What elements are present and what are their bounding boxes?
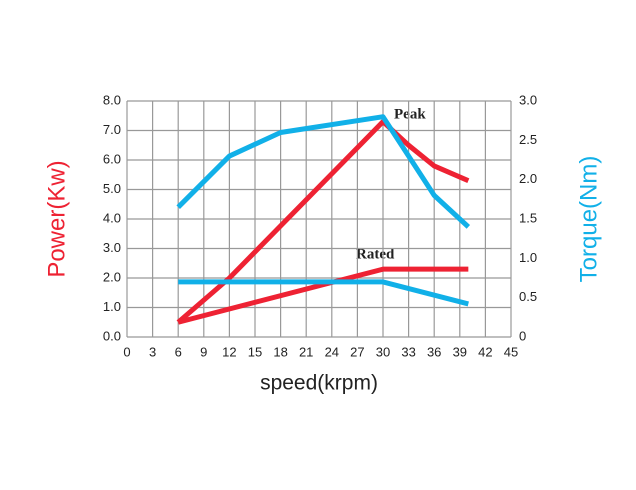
x-tick-label: 0 (123, 344, 130, 359)
x-tick-label: 42 (478, 344, 492, 359)
y-tick-label: 6.0 (103, 151, 121, 166)
y-tick-label: 5.0 (103, 181, 121, 196)
y2-axis-title: Torque(Nm) (575, 156, 602, 283)
series-line (177, 266, 469, 325)
x-axis-title: speed(krpm) (260, 372, 378, 395)
x-tick-label: 15 (248, 344, 262, 359)
x-tick-label: 45 (504, 344, 518, 359)
x-tick-label: 21 (299, 344, 313, 359)
x-tick-label: 33 (401, 344, 415, 359)
x-tick-label: 3 (149, 344, 156, 359)
y-tick-label: 8.0 (103, 92, 121, 107)
y-axis-title: Power(Kw) (43, 160, 70, 277)
y-tick-label: 7.0 (103, 122, 121, 137)
y2-tick-label: 0.5 (519, 289, 537, 304)
x-tick-label: 24 (325, 344, 339, 359)
annotation: Rated (356, 246, 395, 262)
series-line (176, 114, 471, 229)
y-tick-label: 2.0 (103, 269, 121, 284)
x-tick-label: 27 (350, 344, 364, 359)
annotation: Peak (394, 106, 426, 122)
x-tick-label: 12 (222, 344, 236, 359)
series-line (178, 279, 469, 307)
x-tick-label: 39 (453, 344, 467, 359)
y2-tick-label: 1.5 (519, 210, 537, 225)
y-tick-label: 0.0 (103, 328, 121, 343)
y2-tick-label: 2.5 (519, 132, 537, 147)
y-tick-label: 3.0 (103, 240, 121, 255)
y2-tick-label: 1.0 (519, 250, 537, 265)
x-tick-label: 9 (200, 344, 207, 359)
y2-tick-label: 0 (519, 328, 526, 343)
x-tick-label: 30 (376, 344, 390, 359)
x-tick-label: 6 (175, 344, 182, 359)
y2-tick-label: 2.0 (519, 171, 537, 186)
y2-tick-label: 3.0 (519, 92, 537, 107)
y-tick-label: 1.0 (103, 299, 121, 314)
y-tick-label: 4.0 (103, 210, 121, 225)
x-tick-label: 18 (273, 344, 287, 359)
x-tick-label: 36 (427, 344, 441, 359)
